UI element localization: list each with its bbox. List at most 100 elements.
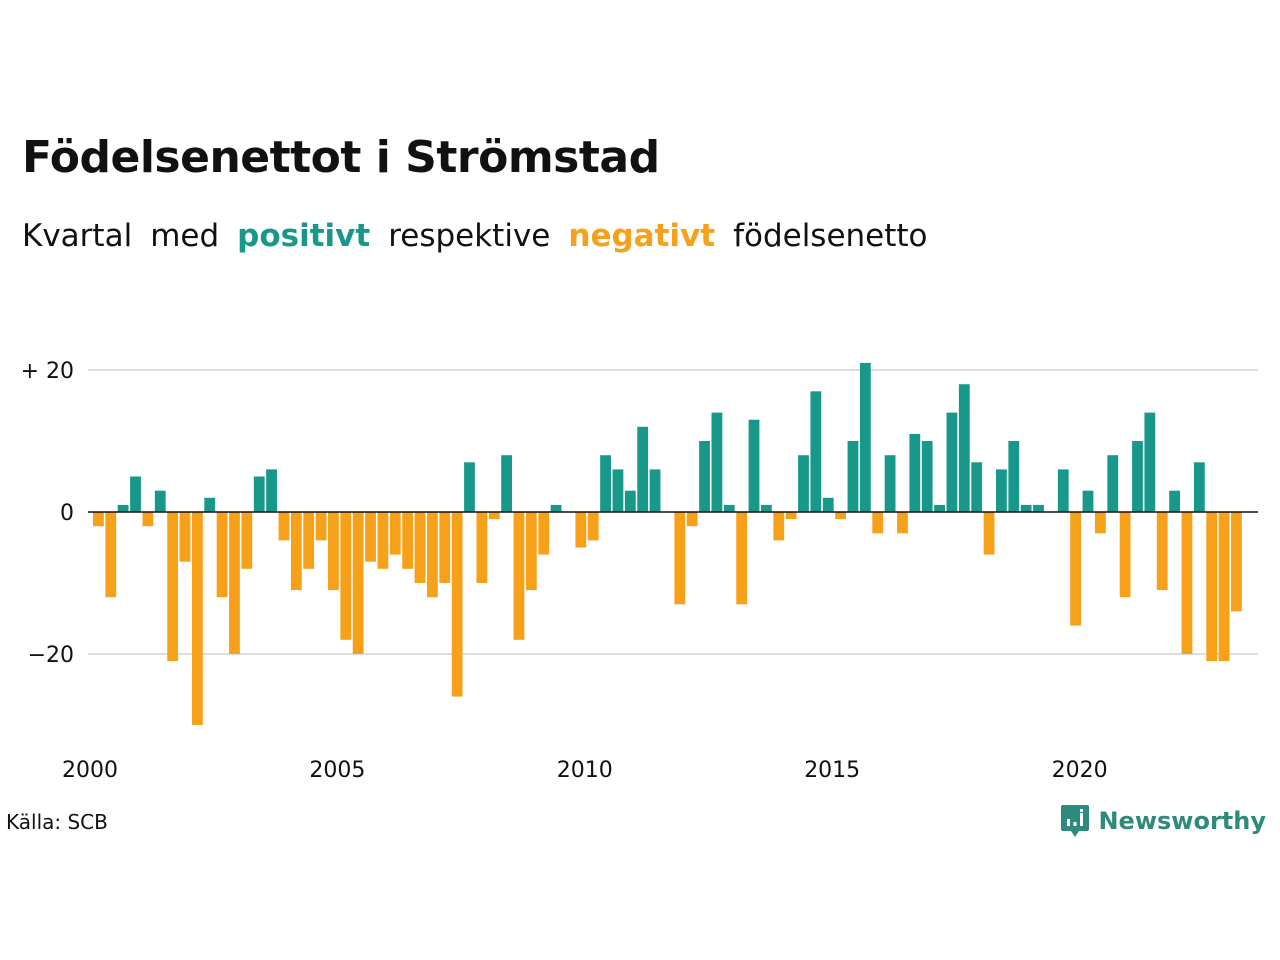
bar-negative <box>1231 512 1242 612</box>
y-tick-label: + 20 <box>21 359 74 384</box>
bar-positive <box>711 412 723 512</box>
bar-negative <box>229 512 240 654</box>
bar-negative <box>179 512 191 562</box>
x-tick-label: 2015 <box>804 758 860 783</box>
bar-positive <box>760 504 772 512</box>
newsworthy-logo-icon <box>1061 805 1090 837</box>
bar-negative <box>1070 512 1082 626</box>
bar-positive <box>612 469 624 512</box>
bar-negative <box>488 512 500 520</box>
bar-negative <box>303 512 315 569</box>
subtitle-word-respektive: respektive <box>388 218 551 254</box>
bar-negative <box>426 512 438 598</box>
bar-positive <box>1132 441 1143 512</box>
bar-negative <box>1206 512 1218 662</box>
x-tick-label: 2010 <box>557 758 613 783</box>
bar-positive <box>1144 412 1156 512</box>
bar-positive <box>154 490 166 512</box>
grid-lines <box>88 369 1258 655</box>
chart-title: Födelsenettot i Strömstad <box>22 132 660 183</box>
x-tick-label: 2000 <box>62 758 118 783</box>
bar-negative <box>525 512 537 591</box>
bar-negative <box>142 512 154 527</box>
bar-positive <box>1193 462 1205 512</box>
subtitle-word-med: med <box>150 218 220 254</box>
x-tick-label: 2020 <box>1052 758 1108 783</box>
bar-negative <box>538 512 550 555</box>
bar-negative <box>587 512 599 541</box>
bar-negative <box>785 512 797 520</box>
bar-negative <box>328 512 339 591</box>
bar-negative <box>983 512 995 555</box>
chart-subtitle: Kvartal med positivt respektive negativt föde… <box>22 218 946 254</box>
brand: Newsworthy <box>1060 804 1266 838</box>
bar-positive <box>921 441 933 512</box>
bar-negative <box>105 512 117 598</box>
bar-negative <box>389 512 401 555</box>
subtitle-word-fodelsenetto: födelsenetto <box>733 218 928 254</box>
bar-positive <box>253 476 265 512</box>
bar-positive <box>822 497 834 512</box>
bar-negative <box>365 512 376 562</box>
bar-positive <box>847 441 859 512</box>
bar-negative <box>872 512 884 534</box>
bar-positive <box>798 455 809 512</box>
bar-positive <box>204 497 216 512</box>
bar-positive <box>624 490 636 512</box>
bar-positive <box>130 476 141 512</box>
bar-positive <box>649 469 661 512</box>
bar-positive <box>909 433 921 512</box>
bar-negative <box>402 512 414 569</box>
bar-negative <box>439 512 451 583</box>
bar-negative <box>1094 512 1106 534</box>
bar-positive <box>1107 455 1119 512</box>
bar-negative <box>414 512 426 583</box>
bar-negative <box>835 512 846 520</box>
bar-negative <box>290 512 302 591</box>
bar-positive <box>884 455 896 512</box>
bar-negative <box>340 512 352 640</box>
bars <box>93 362 1242 725</box>
bar-negative <box>93 512 104 527</box>
bar-negative <box>1156 512 1168 591</box>
bar-negative <box>377 512 389 569</box>
bar-positive <box>748 419 760 512</box>
subtitle-word-kvartal: Kvartal <box>22 218 133 254</box>
bar-positive <box>117 504 129 512</box>
brand-name: Newsworthy <box>1098 807 1266 835</box>
bar-positive <box>600 455 611 512</box>
bar-positive <box>550 504 562 512</box>
bar-positive <box>1169 490 1180 512</box>
bar-positive <box>1020 504 1032 512</box>
bar-positive <box>971 462 983 512</box>
bar-negative <box>191 512 203 725</box>
bar-negative <box>451 512 463 697</box>
bar-positive <box>810 391 822 512</box>
bar-negative <box>216 512 228 598</box>
bar-negative <box>686 512 698 527</box>
source-note: Källa: SCB <box>6 810 108 834</box>
bar-positive <box>1008 441 1020 512</box>
bar-positive <box>859 362 871 512</box>
bar-chart: + 20 0 −20 2000 2005 2010 2015 2020 <box>21 359 1258 783</box>
subtitle-negative-label: negativt <box>568 218 716 254</box>
bar-negative <box>773 512 785 541</box>
bar-negative <box>513 512 525 640</box>
y-axis-ticks: + 20 0 −20 <box>21 359 74 668</box>
bar-positive <box>501 455 513 512</box>
bar-positive <box>464 462 475 512</box>
bar-negative <box>1218 512 1230 662</box>
y-tick-label: 0 <box>60 501 74 526</box>
bar-positive <box>1033 504 1044 512</box>
bar-negative <box>167 512 179 662</box>
subtitle-positive-label: positivt <box>237 218 371 254</box>
bar-positive <box>1082 490 1094 512</box>
bar-negative <box>674 512 686 605</box>
bar-negative <box>575 512 587 548</box>
bar-negative <box>1181 512 1193 654</box>
bar-negative <box>1119 512 1131 598</box>
bar-positive <box>946 412 958 512</box>
bar-negative <box>897 512 908 534</box>
bar-negative <box>736 512 748 605</box>
x-axis-ticks: 2000 2005 2010 2015 2020 <box>62 758 1108 783</box>
